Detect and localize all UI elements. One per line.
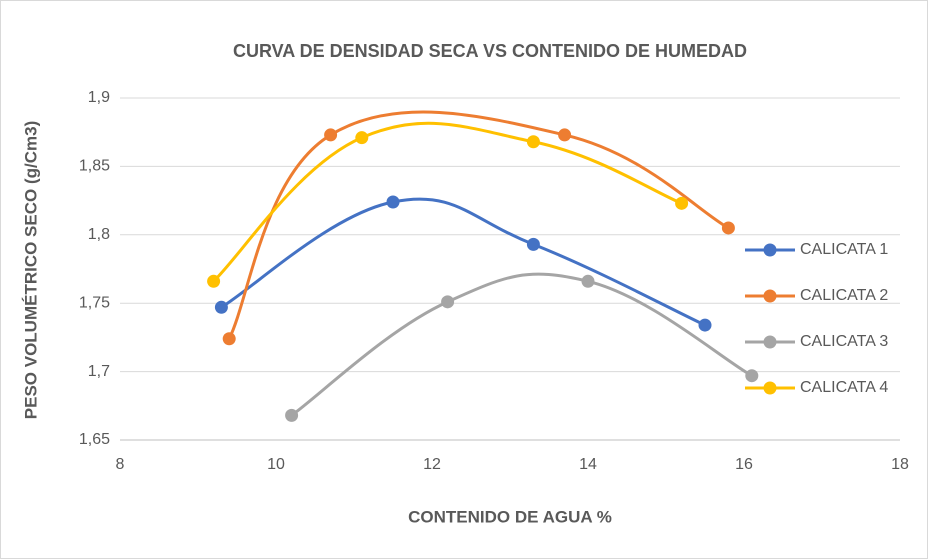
data-point [441, 295, 455, 309]
y-tick-label: 1,7 [88, 363, 110, 380]
y-tick-label: 1,85 [79, 158, 110, 175]
x-tick-label: 8 [116, 456, 125, 473]
data-point [207, 274, 221, 288]
y-tick-label: 1,65 [79, 431, 110, 448]
data-point [581, 274, 595, 288]
data-point [698, 318, 712, 332]
data-point [675, 196, 689, 210]
data-point [721, 221, 735, 235]
series-line [212, 121, 683, 283]
legend-label: CALICATA 4 [800, 379, 888, 396]
data-point [745, 369, 759, 383]
x-tick-label: 16 [735, 456, 753, 473]
series-line [227, 110, 730, 340]
y-tick-label: 1,8 [88, 226, 110, 243]
x-tick-label: 10 [267, 456, 285, 473]
data-point [558, 128, 572, 142]
data-point [526, 135, 540, 149]
series-line [290, 272, 753, 417]
y-tick-label: 1,9 [88, 89, 110, 106]
x-axis-label: CONTENIDO DE AGUA % [408, 507, 612, 526]
data-point [285, 408, 299, 422]
legend-label: CALICATA 1 [800, 241, 888, 258]
data-point [222, 332, 236, 346]
y-tick-label: 1,75 [79, 294, 110, 311]
data-point [214, 300, 228, 314]
legend-swatch [763, 335, 777, 349]
legend-label: CALICATA 2 [800, 287, 888, 304]
data-point [526, 237, 540, 251]
y-axis-label: PESO VOLUMÉTRICO SECO (g/Cm3) [21, 121, 40, 419]
x-tick-label: 14 [579, 456, 597, 473]
data-point [386, 195, 400, 209]
chart-title: CURVA DE DENSIDAD SECA VS CONTENIDO DE H… [233, 41, 747, 61]
series-line [220, 197, 706, 327]
x-tick-label: 18 [891, 456, 909, 473]
legend-label: CALICATA 3 [800, 333, 888, 350]
legend-swatch [763, 243, 777, 257]
legend-swatch [763, 289, 777, 303]
x-tick-label: 12 [423, 456, 441, 473]
legend-swatch [763, 381, 777, 395]
data-point [324, 128, 338, 142]
data-point [355, 131, 369, 145]
